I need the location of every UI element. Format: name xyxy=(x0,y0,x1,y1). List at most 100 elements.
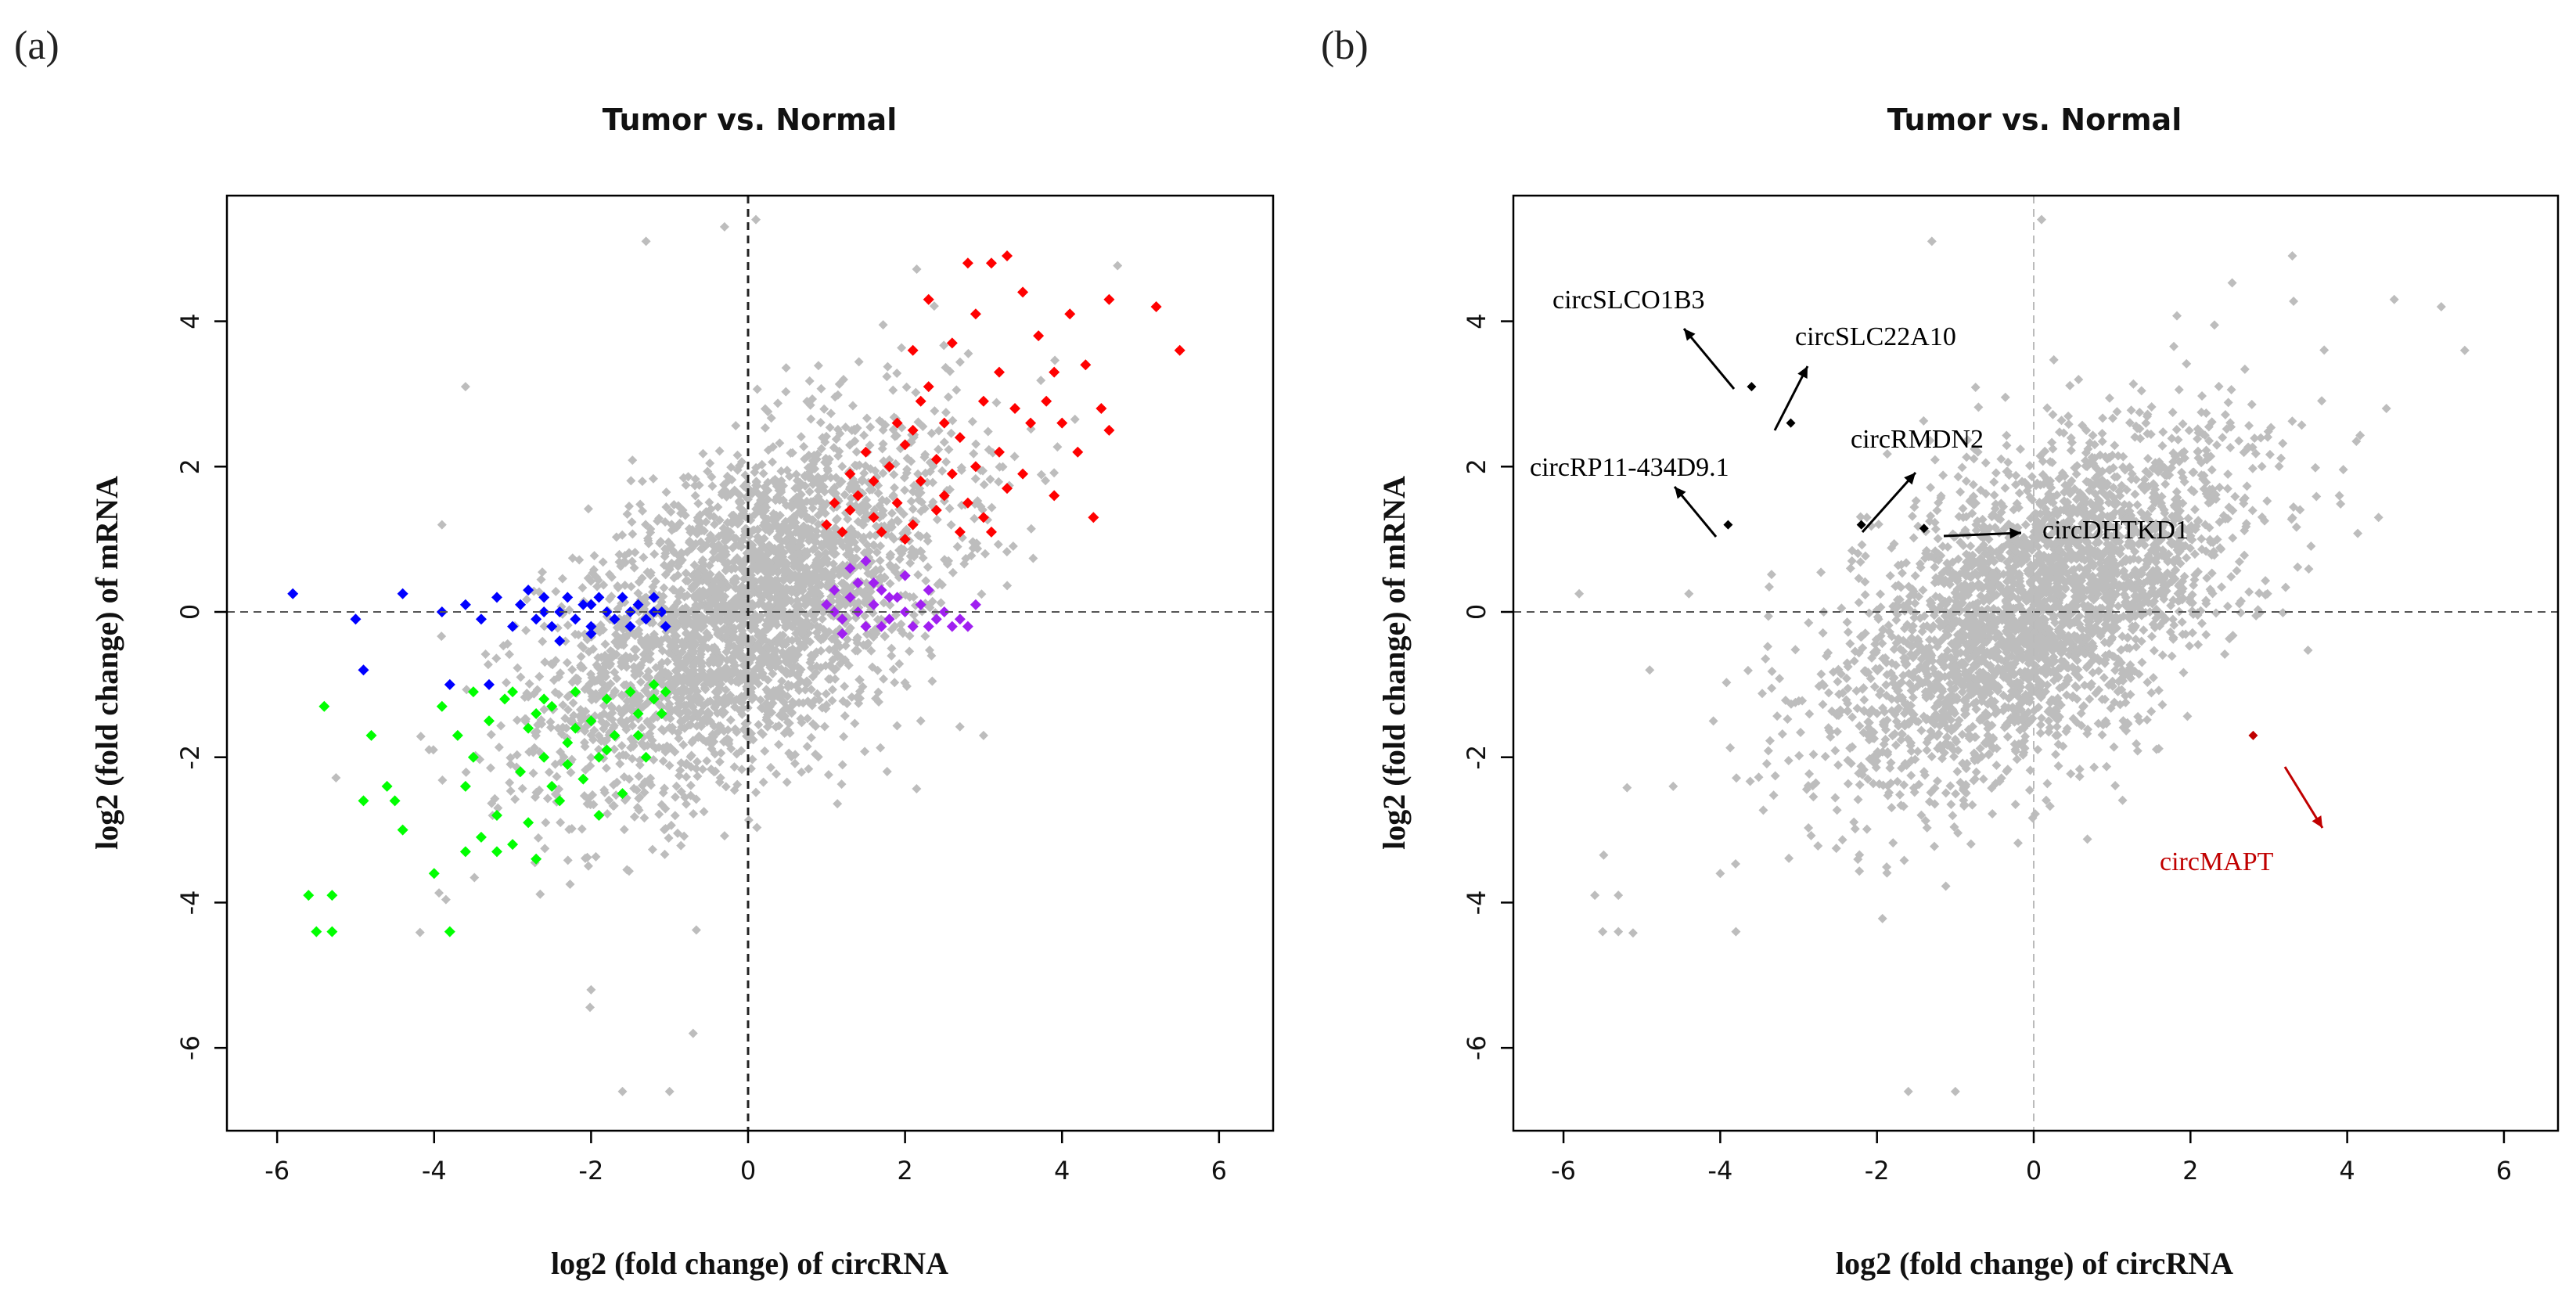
cloud-point xyxy=(2244,587,2254,597)
cloud-point xyxy=(625,680,635,690)
cloud-point xyxy=(646,567,656,577)
cloud-point xyxy=(781,387,791,397)
cloud-point xyxy=(624,774,635,784)
cloud-point xyxy=(816,444,826,454)
cloud-point xyxy=(1906,685,1916,696)
cloud-point xyxy=(729,533,739,543)
cloud-point xyxy=(585,761,595,771)
cloud-point xyxy=(783,679,793,689)
cloud-point xyxy=(760,404,770,414)
cloud-point xyxy=(772,639,783,649)
cloud-point xyxy=(865,440,875,450)
cloud-point xyxy=(762,520,772,530)
cloud-point xyxy=(839,732,849,742)
cloud-point xyxy=(599,724,609,734)
cloud-point xyxy=(833,799,843,809)
data-point-down-down xyxy=(459,780,471,792)
cloud-point xyxy=(2137,657,2147,667)
data-point-up-unchanged xyxy=(923,621,934,632)
cloud-point xyxy=(610,685,620,696)
cloud-point xyxy=(681,480,691,490)
y-tick-label: -2 xyxy=(175,745,205,770)
cloud-point xyxy=(2179,477,2189,487)
cloud-point xyxy=(811,559,822,570)
cloud-point xyxy=(808,394,818,404)
cloud-point xyxy=(2168,407,2178,417)
cloud-point xyxy=(2035,728,2045,738)
cloud-point xyxy=(2228,533,2238,543)
cloud-point xyxy=(626,476,636,486)
cloud-point xyxy=(778,552,788,562)
cloud-point xyxy=(530,743,540,753)
cloud-point xyxy=(878,439,888,449)
cloud-point xyxy=(539,704,549,714)
cloud-point xyxy=(696,673,707,683)
cloud-point xyxy=(993,539,1003,549)
data-point-down-down xyxy=(326,890,338,901)
cloud-point xyxy=(2010,799,2020,809)
cloud-point xyxy=(821,548,831,558)
cloud-point xyxy=(804,764,814,774)
data-point-down-unchanged xyxy=(640,613,652,625)
x-tick-label: 6 xyxy=(1211,1156,1227,1185)
cloud-point xyxy=(693,686,703,696)
cloud-point xyxy=(626,581,636,592)
cloud-point xyxy=(699,807,709,817)
cloud-point xyxy=(873,488,883,498)
cloud-point xyxy=(768,513,778,523)
cloud-point xyxy=(538,567,548,577)
cloud-point xyxy=(664,537,674,547)
data-point-up-up xyxy=(1009,403,1021,414)
cloud-point xyxy=(756,611,766,621)
cloud-point xyxy=(1989,477,1999,487)
cloud-point xyxy=(948,416,958,426)
data-point-up-up xyxy=(1150,301,1162,312)
cloud-point xyxy=(969,448,979,459)
cloud-point xyxy=(909,552,919,562)
cloud-point xyxy=(948,567,958,577)
cloud-point xyxy=(682,712,693,722)
cloud-point xyxy=(899,545,909,555)
cloud-point xyxy=(1009,452,1020,462)
data-point-down-unchanged xyxy=(585,599,597,610)
cloud-point xyxy=(2236,608,2246,618)
cloud-point xyxy=(759,534,769,544)
cloud-point xyxy=(730,596,740,606)
cloud-point xyxy=(1966,839,1976,849)
cloud-point xyxy=(726,462,736,473)
cloud-point xyxy=(890,678,900,688)
cloud-point xyxy=(1966,541,1976,551)
cloud-point xyxy=(635,677,646,687)
cloud-point xyxy=(1761,654,1771,664)
cloud-point xyxy=(859,430,869,441)
cloud-point xyxy=(813,361,823,371)
cloud-point xyxy=(2193,639,2204,649)
cloud-point xyxy=(636,660,646,671)
cloud-point xyxy=(757,657,767,667)
cloud-point xyxy=(851,461,862,471)
cloud-point xyxy=(1877,639,1887,649)
cloud-point xyxy=(772,620,782,630)
data-point-up-up xyxy=(1096,403,1107,414)
data-point-down-down xyxy=(554,795,566,807)
cloud-point xyxy=(1831,844,1841,854)
cloud-point xyxy=(1978,774,1988,784)
cloud-point xyxy=(1758,805,1768,815)
cloud-point xyxy=(2306,541,2316,552)
cloud-point xyxy=(603,653,613,664)
data-point-up-unchanged xyxy=(829,606,840,617)
cloud-point xyxy=(2166,600,2176,610)
data-point-down-down xyxy=(632,708,644,719)
cloud-point xyxy=(737,698,747,708)
cloud-point xyxy=(791,555,801,565)
cloud-point xyxy=(696,537,706,547)
cloud-point xyxy=(850,718,860,729)
cloud-point xyxy=(622,631,632,641)
cloud-point xyxy=(899,473,909,483)
cloud-point xyxy=(1988,743,1999,754)
cloud-point xyxy=(682,700,692,711)
cloud-point xyxy=(560,713,570,723)
cloud-point xyxy=(685,527,696,538)
cloud-point xyxy=(810,464,820,474)
cloud-point xyxy=(726,743,736,754)
